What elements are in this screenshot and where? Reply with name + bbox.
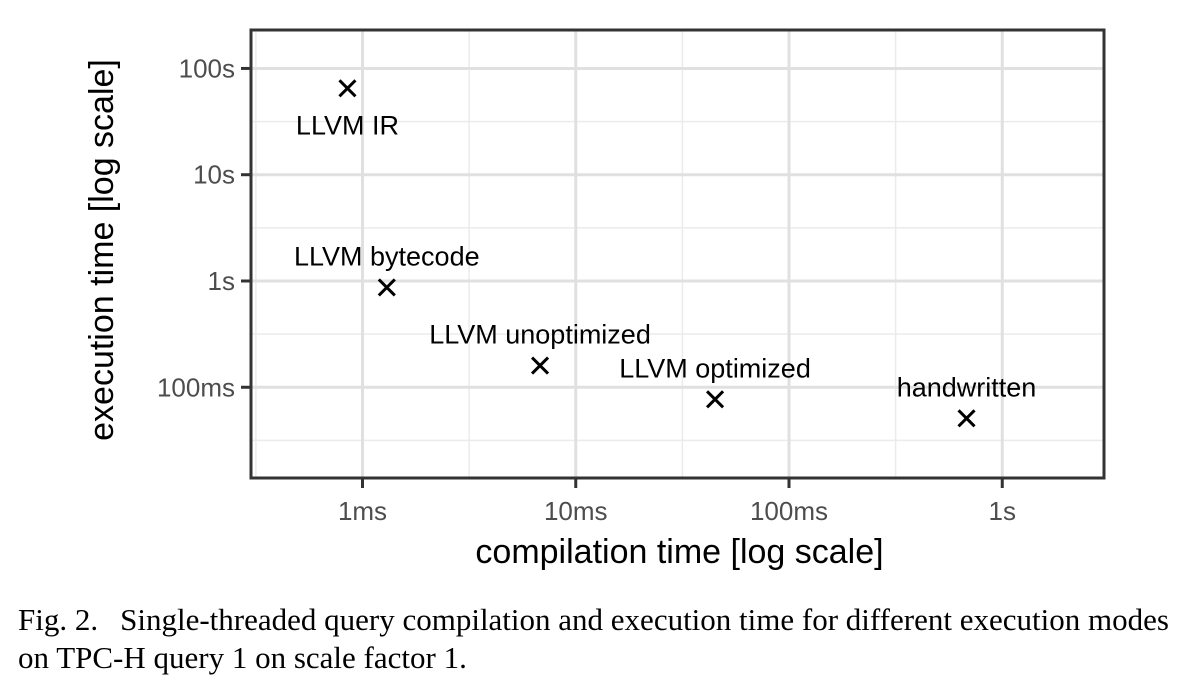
y-tick-label: 10s [193,160,235,190]
point-marker-x [705,390,725,409]
data-points: LLVM IR LLVM bytecode LLVM unoptimizedLLVM… [294,79,1037,428]
point-marker-x [957,409,976,428]
data-point: LLVM bytecode [294,241,480,297]
point-label: LLVM optimized [619,353,811,383]
y-tick-label: 1s [208,266,235,296]
x-tick-label: 1ms [338,496,387,526]
point-marker-x [530,356,550,375]
point-label: LLVM IR [296,110,399,140]
y-axis: 100ms 1s 10s 100s [157,53,251,402]
caption-text: Single-threaded query compilation and ex… [18,602,1169,675]
figure-caption: Fig. 2. Single-threaded query compilation… [18,601,1188,677]
y-tick-label: 100ms [157,372,235,402]
point-label: LLVM unoptimized [429,320,651,350]
data-point: LLVM optimized [619,353,811,409]
x-axis-title: compilation time [log scale] [475,533,883,571]
point-label: handwritten [897,372,1037,402]
data-point: LLVM IR [296,79,399,140]
point-marker-x [338,79,357,98]
plot-panel-border [249,28,1106,480]
data-point: handwritten [897,372,1037,428]
x-tick-label: 10ms [544,496,608,526]
figure-number: Fig. 2. [18,602,99,637]
point-label: LLVM bytecode [294,241,480,271]
y-axis-title: execution time [log scale] [83,59,121,441]
x-tick-label: 100ms [750,496,828,526]
y-tick-label: 100s [179,53,235,83]
point-marker-x [377,278,396,297]
data-point: LLVM unoptimized [429,320,651,375]
grid-minor [251,30,1104,478]
x-tick-label: 1s [989,496,1016,526]
x-axis: 1ms 10ms 100ms 1s [338,478,1016,526]
